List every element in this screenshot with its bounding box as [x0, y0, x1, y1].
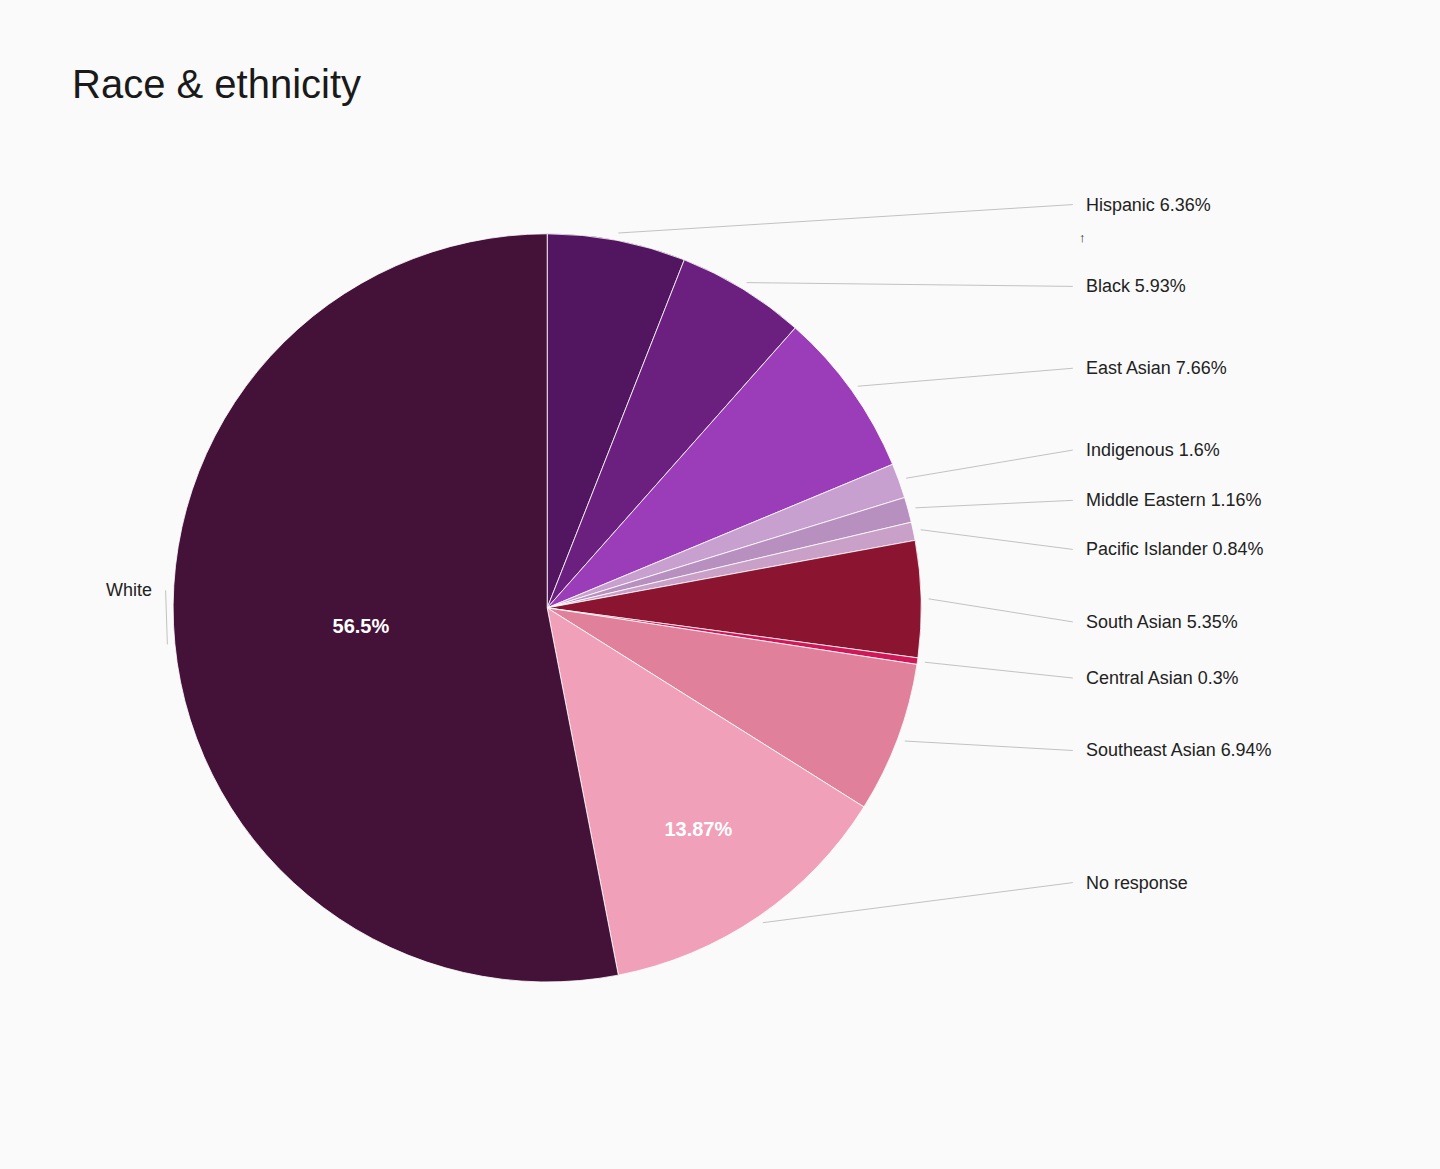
svg-text:Southeast Asian 6.94%: Southeast Asian 6.94%	[1086, 740, 1272, 760]
svg-text:East Asian 7.66%: East Asian 7.66%	[1086, 358, 1227, 378]
svg-text:Race & ethnicity: Race & ethnicity	[72, 62, 361, 106]
svg-text:Hispanic 6.36%: Hispanic 6.36%	[1086, 195, 1211, 215]
svg-text:Central Asian 0.3%: Central Asian 0.3%	[1086, 668, 1239, 688]
svg-text:↑: ↑	[1079, 230, 1086, 245]
svg-text:No response: No response	[1086, 873, 1188, 893]
svg-text:Indigenous 1.6%: Indigenous 1.6%	[1086, 440, 1220, 460]
svg-text:13.87%: 13.87%	[664, 818, 732, 840]
svg-text:Pacific Islander 0.84%: Pacific Islander 0.84%	[1086, 539, 1264, 559]
svg-text:South Asian 5.35%: South Asian 5.35%	[1086, 612, 1238, 632]
svg-text:Black 5.93%: Black 5.93%	[1086, 276, 1186, 296]
svg-text:Middle Eastern 1.16%: Middle Eastern 1.16%	[1086, 490, 1262, 510]
svg-text:White: White	[106, 580, 152, 600]
svg-text:56.5%: 56.5%	[333, 615, 390, 637]
